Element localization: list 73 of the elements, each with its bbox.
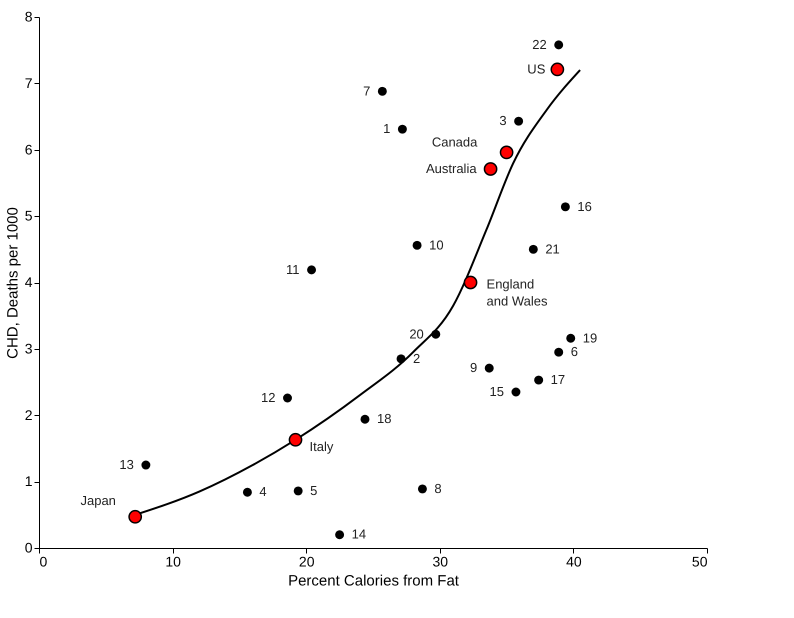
annotation: 11 bbox=[286, 262, 300, 277]
point bbox=[431, 330, 440, 339]
x-axis-title: Percent Calories from Fat bbox=[288, 572, 460, 590]
point bbox=[528, 244, 538, 254]
annotation: US bbox=[527, 61, 546, 76]
point bbox=[378, 86, 387, 96]
point bbox=[484, 364, 494, 373]
point bbox=[141, 460, 150, 470]
point bbox=[418, 484, 427, 494]
point bbox=[534, 376, 544, 385]
x-tick-label: 30 bbox=[432, 554, 448, 570]
annotation: 17 bbox=[550, 372, 566, 388]
annotation: 18 bbox=[376, 411, 392, 426]
y-tick-label: 3 bbox=[24, 340, 33, 356]
y-tick-label: 1 bbox=[24, 473, 33, 490]
annotation: 7 bbox=[363, 83, 370, 98]
annotation: 2 bbox=[413, 350, 420, 366]
annotation: Australia bbox=[426, 161, 478, 176]
x-tick-label: 0 bbox=[40, 554, 48, 570]
annotation: 8 bbox=[434, 480, 442, 496]
annotation: 5 bbox=[310, 482, 318, 498]
annotation: 9 bbox=[470, 360, 478, 376]
point bbox=[307, 265, 316, 274]
annotation: 14 bbox=[352, 526, 366, 542]
point bbox=[398, 124, 407, 134]
point bbox=[560, 202, 570, 212]
annotation: 3 bbox=[499, 113, 507, 128]
y-tick-label: 0 bbox=[24, 540, 33, 556]
point bbox=[335, 530, 344, 540]
point bbox=[554, 40, 564, 50]
annotation: 22 bbox=[532, 36, 547, 52]
y-tick-label: 4 bbox=[24, 274, 33, 290]
point bbox=[396, 354, 406, 364]
annotation: Canada bbox=[432, 134, 478, 150]
x-tick-label: 40 bbox=[566, 554, 582, 570]
annotation: Japan bbox=[80, 492, 116, 508]
point bbox=[128, 510, 142, 524]
annotation: 6 bbox=[570, 344, 578, 360]
annotation: 19 bbox=[582, 330, 598, 346]
y-tick-label: 5 bbox=[24, 208, 33, 224]
point bbox=[566, 334, 576, 343]
annotation: 21 bbox=[545, 241, 560, 256]
y-tick-label: 2 bbox=[24, 406, 33, 423]
point bbox=[283, 394, 292, 402]
point bbox=[412, 240, 422, 250]
point bbox=[464, 276, 478, 290]
annotation: 10 bbox=[429, 237, 444, 252]
point bbox=[550, 62, 564, 76]
x-tick-label: 10 bbox=[165, 554, 182, 570]
annotation: 15 bbox=[489, 384, 504, 400]
annotation: 12 bbox=[261, 390, 276, 405]
point bbox=[288, 432, 302, 447]
y-tick-label: 6 bbox=[24, 141, 33, 158]
point bbox=[242, 488, 252, 497]
point bbox=[511, 388, 520, 396]
annotation: 20 bbox=[409, 326, 424, 342]
point bbox=[514, 116, 524, 126]
point bbox=[484, 162, 498, 176]
point bbox=[294, 486, 303, 496]
point bbox=[500, 146, 514, 160]
y-tick-label: 8 bbox=[24, 8, 33, 24]
annotation: 13 bbox=[119, 457, 134, 472]
x-tick-label: 50 bbox=[692, 554, 708, 570]
annotation: 16 bbox=[577, 198, 592, 214]
annotation: 1 bbox=[383, 121, 390, 136]
point bbox=[360, 414, 370, 424]
annotation: Italy bbox=[310, 438, 334, 454]
y-axis-title: CHD, Deaths per 1000 bbox=[4, 207, 22, 359]
y-tick-label: 7 bbox=[24, 74, 33, 91]
x-tick-label: 20 bbox=[298, 554, 315, 570]
annotation: 4 bbox=[259, 484, 267, 500]
annotation: England and Wales bbox=[486, 276, 548, 308]
point bbox=[554, 348, 564, 357]
